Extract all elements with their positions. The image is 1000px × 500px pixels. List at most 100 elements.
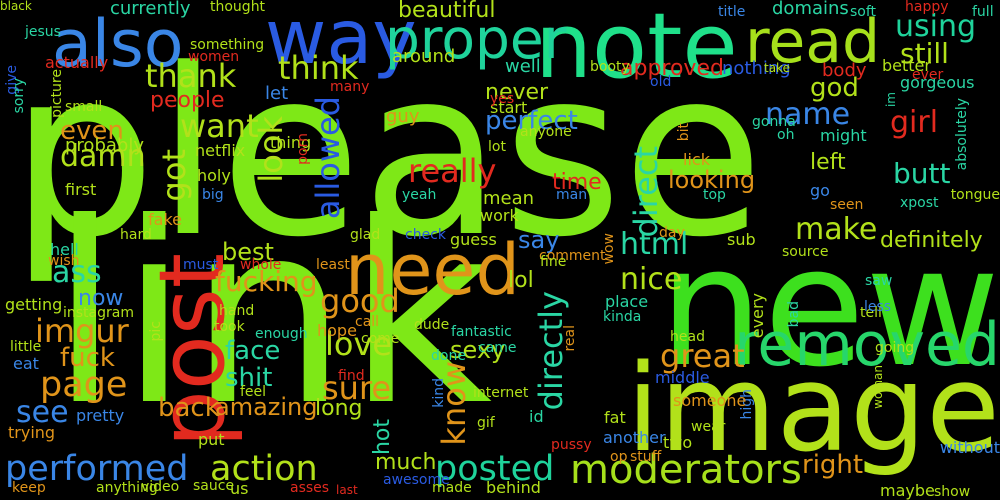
word-html: html — [620, 227, 689, 262]
word-man: man — [556, 187, 588, 203]
word-kind: kind — [431, 377, 447, 408]
word-thought: thought — [210, 0, 266, 15]
word-time: time — [552, 170, 602, 195]
word-awesome: awesome — [383, 472, 450, 488]
word-sorry: sorry — [11, 77, 27, 114]
word-mean: mean — [483, 188, 535, 209]
word-imgur: imgur — [35, 312, 129, 350]
word-fat: fat — [604, 408, 626, 427]
word-see: see — [16, 395, 69, 430]
word-soft: soft — [850, 4, 877, 20]
word-black: black — [0, 0, 32, 13]
word-whole: whole — [240, 257, 282, 273]
word-less: less — [864, 299, 892, 315]
word-best: best — [222, 238, 274, 266]
word-yeah: yeah — [402, 187, 437, 203]
word-pic: pic — [148, 320, 164, 342]
word-around: around — [392, 46, 456, 67]
word-take: take — [764, 61, 790, 75]
word-performed: performed — [5, 449, 189, 489]
word-bad: bad — [786, 300, 802, 328]
word-fantastic: fantastic — [451, 324, 512, 340]
word-make: make — [795, 212, 878, 247]
word-head: head — [670, 329, 705, 345]
word-better: better — [882, 56, 931, 75]
word-yes: yes — [490, 91, 515, 107]
word-butt: butt — [893, 157, 951, 190]
word-face: face — [225, 336, 281, 366]
word-never: never — [485, 80, 549, 105]
word-read: read — [745, 7, 881, 77]
word-instagram: instagram — [63, 305, 134, 321]
word-anyone: anyone — [520, 124, 572, 140]
word-well: well — [505, 56, 541, 77]
word-first: first — [65, 180, 97, 199]
word-need: need — [345, 229, 520, 311]
word-top: top — [703, 187, 726, 203]
word-day: day — [659, 225, 685, 241]
word-using: using — [895, 9, 977, 44]
word-let: let — [265, 83, 289, 104]
word-saw: saw — [865, 273, 893, 289]
word-real: real — [562, 324, 578, 352]
word-gif: gif — [477, 415, 495, 431]
word-happy: happy — [905, 0, 949, 15]
word-domains: domains — [772, 0, 849, 19]
word-beautiful: beautiful — [398, 0, 496, 23]
word-link: link — [50, 169, 493, 460]
word-got: got — [155, 149, 193, 202]
word-wow: wow — [601, 232, 617, 265]
word-anything: anything — [96, 480, 158, 496]
word-sexy: sexy — [450, 336, 506, 364]
word-girl: girl — [890, 105, 939, 140]
word-wish: wish — [48, 253, 80, 269]
word-right: right — [802, 450, 864, 480]
word-enough: enough — [255, 326, 308, 342]
word-find: find — [338, 368, 365, 384]
word-tell: tell — [860, 305, 882, 321]
word-old: old — [650, 74, 672, 90]
word-might: might — [820, 126, 867, 145]
word-place: place — [605, 292, 649, 311]
word-thing: thing — [270, 133, 312, 152]
word-every: every — [748, 293, 767, 339]
word-proper: proper — [385, 7, 567, 71]
word-looking: looking — [668, 166, 756, 194]
word-something: something — [190, 37, 265, 53]
word-page: page — [40, 365, 128, 405]
word-another: another — [603, 428, 666, 447]
word-left: left — [810, 150, 846, 175]
word-posted: posted — [435, 449, 555, 489]
word-women: women — [188, 49, 240, 65]
word-damn: damn — [60, 139, 146, 174]
word-fucking: fucking — [215, 265, 318, 298]
word-much: much — [375, 450, 437, 475]
word-sauce: sauce — [193, 478, 235, 494]
word-god: god — [810, 73, 859, 103]
word-guess: guess — [450, 230, 497, 249]
word-think: think — [278, 49, 359, 87]
word-hope: hope — [317, 321, 357, 340]
word-big: big — [202, 187, 224, 203]
word-name: name — [765, 97, 851, 132]
word-lick: lick — [683, 150, 710, 169]
word-work: work — [480, 206, 519, 225]
word-direct: direct — [627, 146, 665, 238]
word-back: back — [158, 393, 220, 423]
word-also: also — [52, 7, 184, 82]
word-thank: thank — [145, 57, 237, 95]
word-removed: removed — [734, 310, 1000, 380]
word-gonna: gonna — [752, 114, 796, 130]
word-feel: feel — [240, 384, 267, 400]
word-say: say — [518, 226, 560, 254]
word-go: go — [810, 181, 830, 200]
word-eat: eat — [13, 354, 39, 373]
word-definitely: definitely — [880, 228, 983, 253]
word-done: done — [431, 348, 466, 364]
word-kinda: kinda — [603, 309, 642, 325]
word-lot: lot — [488, 139, 506, 155]
word-keep: keep — [12, 480, 46, 496]
word-hand: hand — [219, 303, 255, 319]
word-please: please — [10, 21, 764, 288]
